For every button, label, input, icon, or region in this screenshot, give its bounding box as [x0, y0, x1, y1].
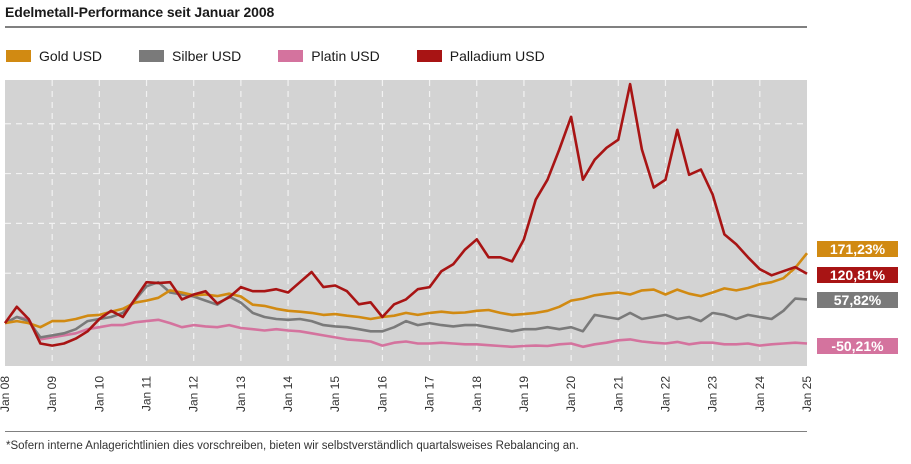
- x-tick-label: Jan 25: [800, 376, 814, 412]
- legend-label-palladium: Palladium USD: [449, 48, 545, 64]
- x-tick-label: Jan 22: [658, 376, 672, 412]
- footnote: *Sofern interne Anlagerichtlinien dies v…: [6, 440, 579, 452]
- x-tick-label: Jan 19: [517, 376, 531, 412]
- x-tick-label: Jan 23: [706, 376, 720, 412]
- x-tick-label: Jan 14: [281, 376, 295, 412]
- x-tick-label: Jan 10: [92, 376, 106, 412]
- x-tick-label: Jan 15: [328, 376, 342, 412]
- end-label-palladium: 120,81%: [817, 267, 898, 283]
- legend-label-gold: Gold USD: [39, 48, 103, 64]
- x-tick-label: Jan 18: [470, 376, 484, 412]
- x-tick-label: Jan 09: [45, 376, 59, 412]
- x-tick-label: Jan 17: [423, 376, 437, 412]
- legend-swatch-silber: [139, 50, 165, 62]
- legend: Gold USD Silber USD Platin USD Palladium…: [6, 48, 582, 64]
- series-line-platin: [4, 315, 808, 349]
- series-line-gold: [4, 252, 809, 329]
- end-label-gold: 171,23%: [817, 241, 898, 257]
- legend-item-gold: Gold USD: [6, 48, 102, 64]
- legend-item-platin: Platin USD: [278, 48, 380, 64]
- series-line-palladium: [3, 82, 808, 347]
- legend-swatch-platin: [278, 50, 304, 62]
- footnote-divider: [5, 431, 807, 432]
- chart-title: Edelmetall-Performance seit Januar 2008: [5, 4, 275, 20]
- end-label-platin: -50,21%: [817, 338, 898, 354]
- x-tick-label: Jan 24: [753, 376, 767, 412]
- x-tick-label: Jan 13: [234, 376, 248, 412]
- title-divider: [5, 26, 807, 28]
- legend-item-silber: Silber USD: [139, 48, 241, 64]
- legend-item-palladium: Palladium USD: [416, 48, 545, 64]
- end-label-silber: 57,82%: [817, 292, 898, 308]
- x-tick-label: Jan 21: [611, 376, 625, 412]
- x-tick-label: Jan 20: [564, 376, 578, 412]
- x-tick-label: Jan 11: [140, 376, 154, 411]
- line-chart: Jan 08 Jan 09 Jan 10 Jan 11 Jan 12 Jan 13 Jan …: [0, 80, 814, 412]
- legend-swatch-palladium: [416, 50, 442, 62]
- x-tick-label: Jan 08: [0, 376, 12, 412]
- x-tick-label: Jan 12: [187, 376, 201, 412]
- legend-label-silber: Silber USD: [172, 48, 242, 64]
- legend-label-platin: Platin USD: [311, 48, 380, 64]
- legend-swatch-gold: [6, 50, 31, 62]
- x-tick-label: Jan 16: [375, 376, 389, 412]
